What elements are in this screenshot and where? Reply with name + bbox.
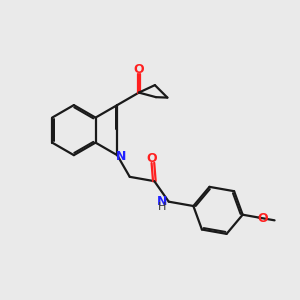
Text: O: O — [258, 212, 268, 225]
Text: H: H — [158, 202, 166, 212]
Text: O: O — [133, 63, 144, 76]
Text: N: N — [116, 150, 126, 163]
Text: N: N — [157, 195, 167, 208]
Text: O: O — [146, 152, 157, 165]
